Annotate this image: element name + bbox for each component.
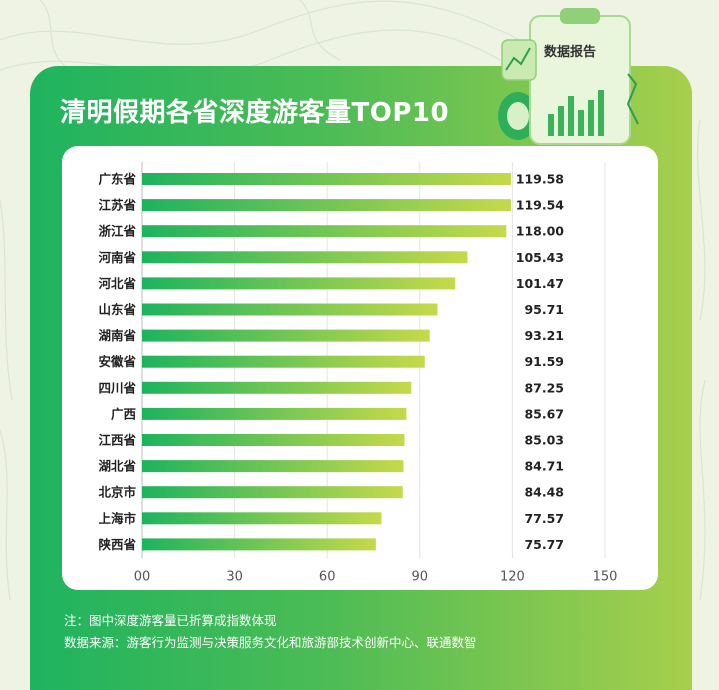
footnote-source: 数据来源：游客行为监测与决策服务文化和旅游部技术创新中心、联通数智 — [64, 635, 477, 650]
footnote-note: 注：图中深度游客量已折算成指数体现 — [64, 613, 277, 628]
bar — [142, 460, 404, 473]
value-label: 91.59 — [524, 354, 564, 369]
page-title: 清明假期各省深度游客量TOP10 — [60, 98, 450, 128]
footnotes: 注：图中深度游客量已折算成指数体现 数据来源：游客行为监测与决策服务文化和旅游部… — [64, 610, 684, 654]
category-label: 北京市 — [98, 485, 136, 500]
bar — [142, 329, 430, 342]
value-label: 118.00 — [516, 224, 565, 239]
bar — [142, 303, 438, 316]
value-label: 105.43 — [516, 250, 564, 265]
category-label: 四川省 — [98, 380, 136, 395]
category-label: 安徽省 — [98, 354, 136, 369]
category-label: 湖南省 — [98, 328, 136, 343]
bar — [142, 199, 511, 212]
category-label: 浙江省 — [98, 224, 136, 239]
bar — [142, 277, 456, 290]
report-badge-text: 数据报告 — [544, 44, 596, 60]
bar — [142, 225, 507, 238]
bar — [142, 512, 382, 525]
value-label: 93.21 — [524, 328, 564, 343]
category-label: 河南省 — [98, 250, 136, 265]
category-label: 湖北省 — [98, 459, 136, 474]
category-label: 河北省 — [98, 276, 136, 291]
category-label: 陕西省 — [98, 537, 136, 552]
bar-chart: 广东省 119.58 江苏省 119.54 浙江省 118.00 河南省 105.43 河北省 1… — [98, 162, 618, 584]
bar — [142, 251, 468, 264]
bar — [142, 355, 425, 368]
x-tick-label: 90 — [412, 569, 429, 584]
bar — [142, 486, 403, 499]
x-tick-label: 60 — [319, 569, 336, 584]
value-label: 119.58 — [516, 172, 564, 187]
value-label: 84.48 — [524, 485, 564, 500]
bar — [142, 173, 512, 185]
category-label: 江苏省 — [98, 198, 136, 213]
value-label: 85.67 — [524, 406, 564, 421]
report-clipboard-illustration: 数据报告 — [498, 8, 639, 145]
x-tick-label: 00 — [134, 569, 151, 584]
category-label: 江西省 — [98, 433, 136, 448]
value-label: 84.71 — [524, 459, 564, 474]
category-label: 广西 — [111, 406, 136, 421]
x-tick-label: 120 — [500, 569, 525, 584]
category-label: 广东省 — [98, 172, 136, 187]
value-label: 75.77 — [524, 537, 564, 552]
category-label: 上海市 — [98, 511, 136, 526]
bar — [142, 407, 407, 420]
value-label: 95.71 — [524, 302, 564, 317]
x-tick-label: 150 — [593, 569, 618, 584]
bar — [142, 538, 376, 551]
x-tick-label: 30 — [226, 569, 243, 584]
category-label: 山东省 — [98, 302, 136, 317]
value-label: 119.54 — [516, 198, 565, 213]
value-label: 87.25 — [524, 380, 564, 395]
value-label: 77.57 — [524, 511, 564, 526]
bar — [142, 381, 412, 394]
value-label: 101.47 — [516, 276, 564, 291]
value-label: 85.03 — [524, 433, 564, 448]
bar — [142, 434, 405, 446]
